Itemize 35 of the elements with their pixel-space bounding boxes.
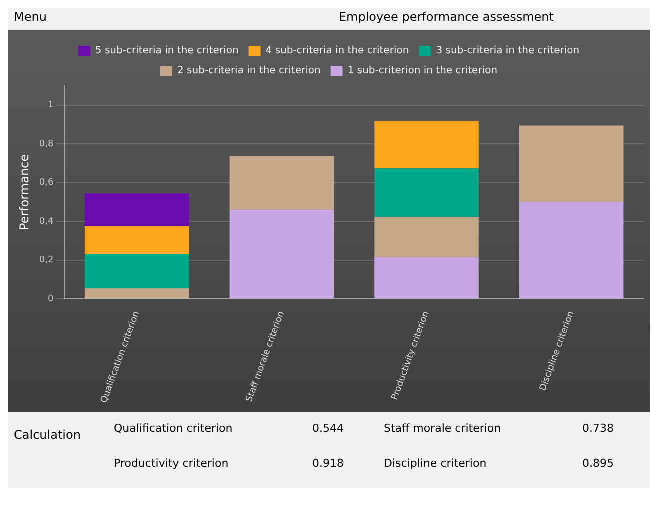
text: 0.544: [312, 422, 344, 437]
bar: [374, 217, 479, 258]
legend-label: 1 sub-criterion in the criterion: [348, 66, 498, 77]
y-tick-label: 0,2: [39, 256, 54, 266]
y-tick-label: 1: [48, 100, 54, 111]
text: Productivity criterion: [114, 457, 229, 472]
y-tick-label: 0: [48, 294, 54, 304]
bar: [519, 126, 624, 202]
text: 0.738: [582, 422, 614, 437]
bar: [84, 254, 190, 288]
y-tick-label: 0,8: [39, 139, 54, 150]
text: Menu: [14, 10, 47, 26]
text: Qualification criterion: [114, 422, 233, 437]
text: Discipline criterion: [384, 457, 487, 472]
legend-label: 4 sub-criteria in the criterion: [266, 46, 410, 57]
bar: [84, 288, 190, 299]
bar: [374, 168, 479, 218]
y-axis-title: Performance: [17, 154, 32, 231]
bar: [230, 210, 334, 299]
text: Staff morale criterion: [384, 422, 502, 437]
bar: [374, 257, 479, 299]
y-tick-label: 0,6: [39, 178, 54, 188]
text: 0.895: [582, 457, 614, 472]
legend-label: 5 sub-criteria in the criterion: [95, 46, 239, 57]
chart-title: Employee performance assessment: [338, 10, 554, 26]
bar: [374, 121, 479, 169]
bar: [84, 226, 190, 254]
bar: [84, 194, 190, 226]
legend-label: 2 sub-criteria in the criterion: [177, 66, 321, 77]
y-tick-label: 0,4: [39, 216, 54, 227]
bar: [230, 156, 334, 210]
legend-label: 3 sub-criteria in the criterion: [436, 46, 580, 57]
bar: [519, 202, 624, 299]
text: Calculation: [14, 427, 82, 444]
text: 0.918: [312, 457, 344, 472]
